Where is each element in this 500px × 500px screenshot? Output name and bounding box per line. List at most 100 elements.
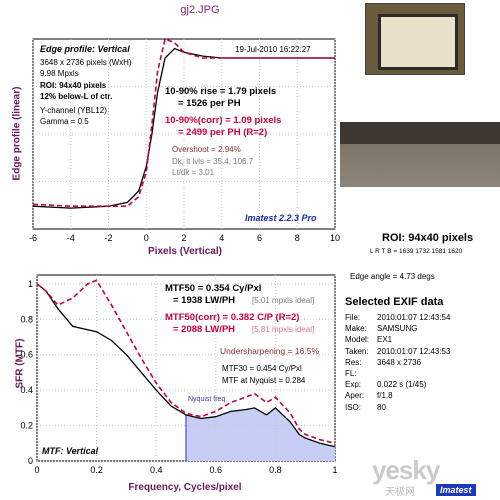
edge-x-tick-label: 0 — [144, 233, 149, 243]
edge-title: Edge profile: Vertical — [40, 44, 130, 54]
exif-value: f/1.8 — [377, 391, 393, 401]
edge-grid — [32, 39, 336, 229]
mtf-y-ticks: 0 0.2 0.4 0.6 0.8 1 — [20, 279, 33, 466]
edge-x-tick-label: -4 — [67, 233, 75, 243]
roi-lrtb: L R T B = 1639 1732 1581 1620 — [370, 248, 463, 255]
exif-value: EX1 — [377, 335, 393, 345]
exif-label: Res: — [345, 357, 362, 367]
exif-label: FL: — [345, 368, 357, 378]
mtf-chart: 0 0.2 0.4 0.6 0.8 1 0 0.2 0.4 0.6 0.8 1 — [20, 274, 338, 475]
nyquist-region — [185, 407, 335, 461]
edge-image-size: 3648 x 2736 pixels (WxH) — [40, 58, 132, 67]
mtf-y-tick-label: 1 — [28, 279, 33, 289]
exif-label: Aper: — [345, 391, 365, 401]
mtf50-corr-lw: = 2088 LW/PH — [173, 324, 236, 335]
imatest-logo: Imatest — [435, 483, 477, 497]
edge-mpxls: 9.98 Mpxls — [40, 69, 79, 78]
edge-dk-levels: Dk, lt lvls = 35.4, 106.7 — [172, 157, 254, 166]
exif-row: Make: SAMSUNG — [345, 324, 450, 335]
exif-title: Selected EXIF data — [345, 296, 444, 308]
mtf-x-label: Frequency, Cycles/pixel — [128, 482, 242, 493]
mtf50-corr: MTF50(corr) = 0.382 C/P (R=2) — [165, 312, 300, 323]
edge-x-tick-label: -6 — [29, 233, 37, 243]
edge-series-line-1 — [32, 37, 335, 207]
mtf-x-tick-label: 0 — [34, 465, 39, 475]
exif-row: ISO: 80 — [345, 403, 450, 414]
edge-series — [32, 37, 335, 209]
exif-value: SAMSUNG — [377, 324, 418, 334]
exif-row: Res: 3648 x 2736 — [345, 358, 450, 369]
yesky-watermark-sub: 天极网 — [385, 487, 415, 498]
edge-angle: Edge angle = 4.73 degs — [350, 272, 435, 281]
exif-value: 2010:01:07 12:43:53 — [377, 346, 451, 356]
edge-lt-dk: Lt/dk = 3.01 — [172, 168, 215, 177]
mtf-x-tick-label: 0.4 — [150, 465, 163, 475]
mtf50: MTF50 = 0.354 Cy/Pxl — [165, 283, 262, 294]
exif-row: Model: EX1 — [345, 335, 450, 346]
exif-label: Make: — [345, 324, 367, 334]
exif-value: 3648 x 2736 — [377, 357, 422, 367]
exif-label: Taken: — [345, 346, 369, 356]
mtf-y-tick-label: 0.8 — [20, 314, 33, 324]
roi-crop-preview — [340, 122, 500, 187]
edge-channel: Y-channel (YBL12) — [40, 106, 107, 115]
exif-table: File: 2010:01:07 12:43:54 Make: SAMSUNG Mode… — [345, 313, 450, 414]
mtf50-ideal: [5.01 mpxls ideal] — [252, 296, 315, 305]
edge-x-tick-label: 2 — [181, 233, 186, 243]
mtf-y-tick-label: 0.4 — [20, 385, 33, 395]
edge-x-ticks: -6 -4 -2 0 2 4 6 8 10 — [29, 233, 340, 243]
exif-row: Exp: 0.022 s (1/45) — [345, 380, 450, 391]
mtf-series-line-0 — [36, 283, 336, 448]
exif-row: Aper: f/1.8 — [345, 391, 450, 402]
edge-rise-ph: = 1526 per PH — [178, 98, 241, 109]
mtf-grid — [36, 275, 336, 462]
exif-row: Taken: 2010:01:07 12:43:53 — [345, 347, 450, 358]
exif-label: ISO: — [345, 402, 362, 412]
exif-label: Exp: — [345, 380, 362, 390]
exif-value: 2010:01:07 12:43:54 — [377, 313, 451, 322]
image-thumbnail — [365, 3, 465, 75]
edge-x-tick-label: -2 — [104, 233, 112, 243]
mtf-x-tick-label: 1 — [332, 465, 337, 475]
mtf-x-ticks: 0 0.2 0.4 0.6 0.8 1 — [34, 465, 337, 475]
mtf50-corr-ideal: [5.81 mpxls ideal] — [252, 325, 315, 334]
edge-x-tick-label: 6 — [257, 233, 262, 243]
edge-rise: 10-90% rise = 1.79 pixels — [165, 86, 277, 97]
edge-below: 12% below-L of ctr. — [40, 92, 113, 101]
edge-overshoot: Overshoot = 2.94% — [172, 145, 241, 154]
imatest-version: Imatest 2.2.3 Pro — [245, 213, 317, 223]
file-title: gj2.JPG — [180, 4, 220, 16]
edge-x-tick-label: 10 — [330, 233, 340, 243]
nyquist-fill — [186, 407, 335, 461]
exif-row: File: 2010:01:07 12:43:54 — [345, 313, 450, 324]
mtf-title: MTF: Vertical — [42, 446, 99, 456]
edge-date: 19-Jul-2010 16:22:27 — [235, 45, 311, 54]
mtf-y-tick-label: 0.2 — [20, 421, 33, 431]
mtf30: MTF30 = 0.454 Cy/Pxl — [222, 364, 302, 373]
yesky-watermark: yesky — [372, 455, 440, 485]
undersharpening: Undersharpening = 16.5% — [220, 346, 319, 356]
exif-label: Model: — [345, 335, 370, 345]
mtf-at-nyquist: MTF at Nyquist = 0.284 — [222, 376, 306, 385]
edge-roi: ROI: 94x40 pixels — [40, 81, 107, 90]
mtf-series — [36, 279, 336, 448]
edge-x-tick-label: 4 — [219, 233, 224, 243]
mtf-x-tick-label: 0.6 — [210, 465, 223, 475]
roi-title: ROI: 94x40 pixels — [382, 232, 474, 244]
edge-corr: 10-90%(corr) = 1.09 pixels — [165, 115, 282, 126]
exif-row: FL: — [345, 369, 450, 380]
mtf-y-tick-label: 0.6 — [20, 350, 33, 360]
exif-value: 0.022 s (1/45) — [377, 380, 427, 390]
nyquist-label: Nyquist freq — [188, 396, 226, 403]
edge-corr-ph: = 2499 per PH (R=2) — [178, 127, 268, 138]
mtf-y-label: SFR (MTF) — [14, 338, 26, 389]
exif-label: File: — [345, 313, 361, 322]
mtf50-lw: = 1938 LW/PH — [173, 295, 236, 306]
mtf-series-line-1 — [36, 279, 336, 445]
edge-gamma: Gamma = 0.5 — [40, 117, 89, 126]
edge-series-line-0 — [32, 47, 335, 209]
edge-profile-chart: -6 -4 -2 0 2 4 6 8 10 — [29, 37, 340, 243]
mtf-x-tick-label: 0.8 — [269, 465, 282, 475]
exif-value: 80 — [377, 402, 386, 412]
edge-x-tick-label: 8 — [295, 233, 300, 243]
